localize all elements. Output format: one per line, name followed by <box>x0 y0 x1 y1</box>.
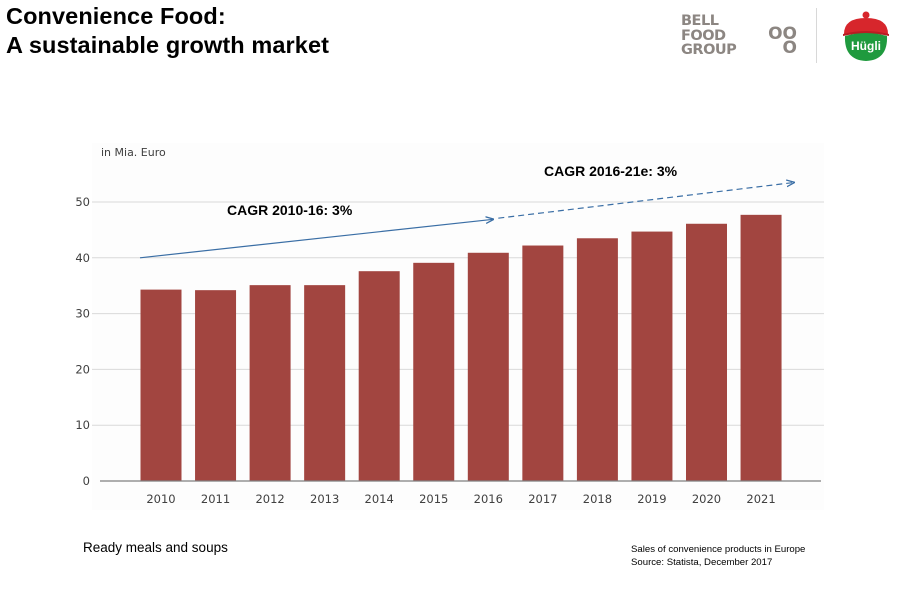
bar-2018 <box>576 238 618 481</box>
logo-divider <box>816 8 817 63</box>
y-tick-label: 20 <box>75 362 90 376</box>
x-tick-label: 2012 <box>255 492 284 506</box>
hugli-lid <box>844 18 888 34</box>
x-tick-label: 2018 <box>583 492 612 506</box>
cagr-2016-21-label: CAGR 2016-21e: 3% <box>544 163 678 179</box>
bar-2013 <box>304 285 346 481</box>
x-tick-label: 2015 <box>419 492 448 506</box>
x-tick-label: 2011 <box>201 492 230 506</box>
hugli-logo-text: Hügli <box>851 39 881 53</box>
hugli-logo: Hügli <box>843 11 889 61</box>
x-tick-label: 2013 <box>310 492 339 506</box>
bar-2010 <box>140 289 182 481</box>
y-axis-ticks: 0 10 20 30 40 50 <box>75 195 90 488</box>
bars <box>140 214 782 482</box>
source-note: Sales of convenience products in Europe … <box>631 543 805 569</box>
y-tick-label: 0 <box>83 474 90 488</box>
bell-food-group-logo-line: FOOD <box>681 27 726 44</box>
bar-2021 <box>740 214 782 482</box>
bell-dots-row: O <box>782 38 797 58</box>
bar-2016 <box>467 252 509 481</box>
bar-2011 <box>195 290 237 481</box>
source-note-line-2: Source: Statista, December 2017 <box>631 557 773 568</box>
bar-2012 <box>249 285 291 481</box>
x-tick-label: 2016 <box>474 492 503 506</box>
bell-dots-row: OO <box>768 24 797 44</box>
x-tick-label: 2019 <box>637 492 666 506</box>
trend-arrow-2010-16 <box>139 219 493 259</box>
cagr-2010-16-label: CAGR 2010-16: 3% <box>227 202 353 218</box>
x-tick-label: 2020 <box>692 492 721 506</box>
trend-annotations <box>139 182 794 259</box>
bar-2017 <box>522 245 564 481</box>
page-title-line-1: Convenience Food: <box>6 3 226 29</box>
x-tick-label: 2014 <box>365 492 394 506</box>
x-tick-label: 2017 <box>528 492 557 506</box>
bell-dots-icon: OO O <box>767 24 797 58</box>
bar-2015 <box>413 262 455 481</box>
hugli-bowl <box>844 33 888 61</box>
x-axis-ticks: 2010 2011 2012 2013 2014 2015 2016 2017 2018 2019… <box>146 492 775 506</box>
page-title-line-2: A sustainable growth market <box>6 32 330 58</box>
bar-2014 <box>358 271 400 481</box>
chart-caption: Ready meals and soups <box>83 540 228 555</box>
x-tick-label: 2021 <box>746 492 775 506</box>
bell-food-group-logo-line: BELL <box>681 13 719 29</box>
y-tick-label: 30 <box>75 307 90 321</box>
bar-2020 <box>686 223 727 481</box>
bell-food-group-logo: BELL FOOD GROUP <box>681 13 737 58</box>
y-tick-label: 50 <box>75 195 90 209</box>
hugli-lid-knob <box>862 11 870 19</box>
source-note-line-1: Sales of convenience products in Europe <box>631 544 806 555</box>
bar-2019 <box>631 231 673 481</box>
page-title: Convenience Food: A sustainable growth m… <box>6 2 329 60</box>
x-tick-label: 2010 <box>146 492 175 506</box>
bell-food-group-logo-line: GROUP <box>681 42 737 58</box>
unit-label: in Mia. Euro <box>101 146 166 159</box>
y-tick-label: 40 <box>75 251 90 265</box>
y-tick-label: 10 <box>75 418 90 432</box>
